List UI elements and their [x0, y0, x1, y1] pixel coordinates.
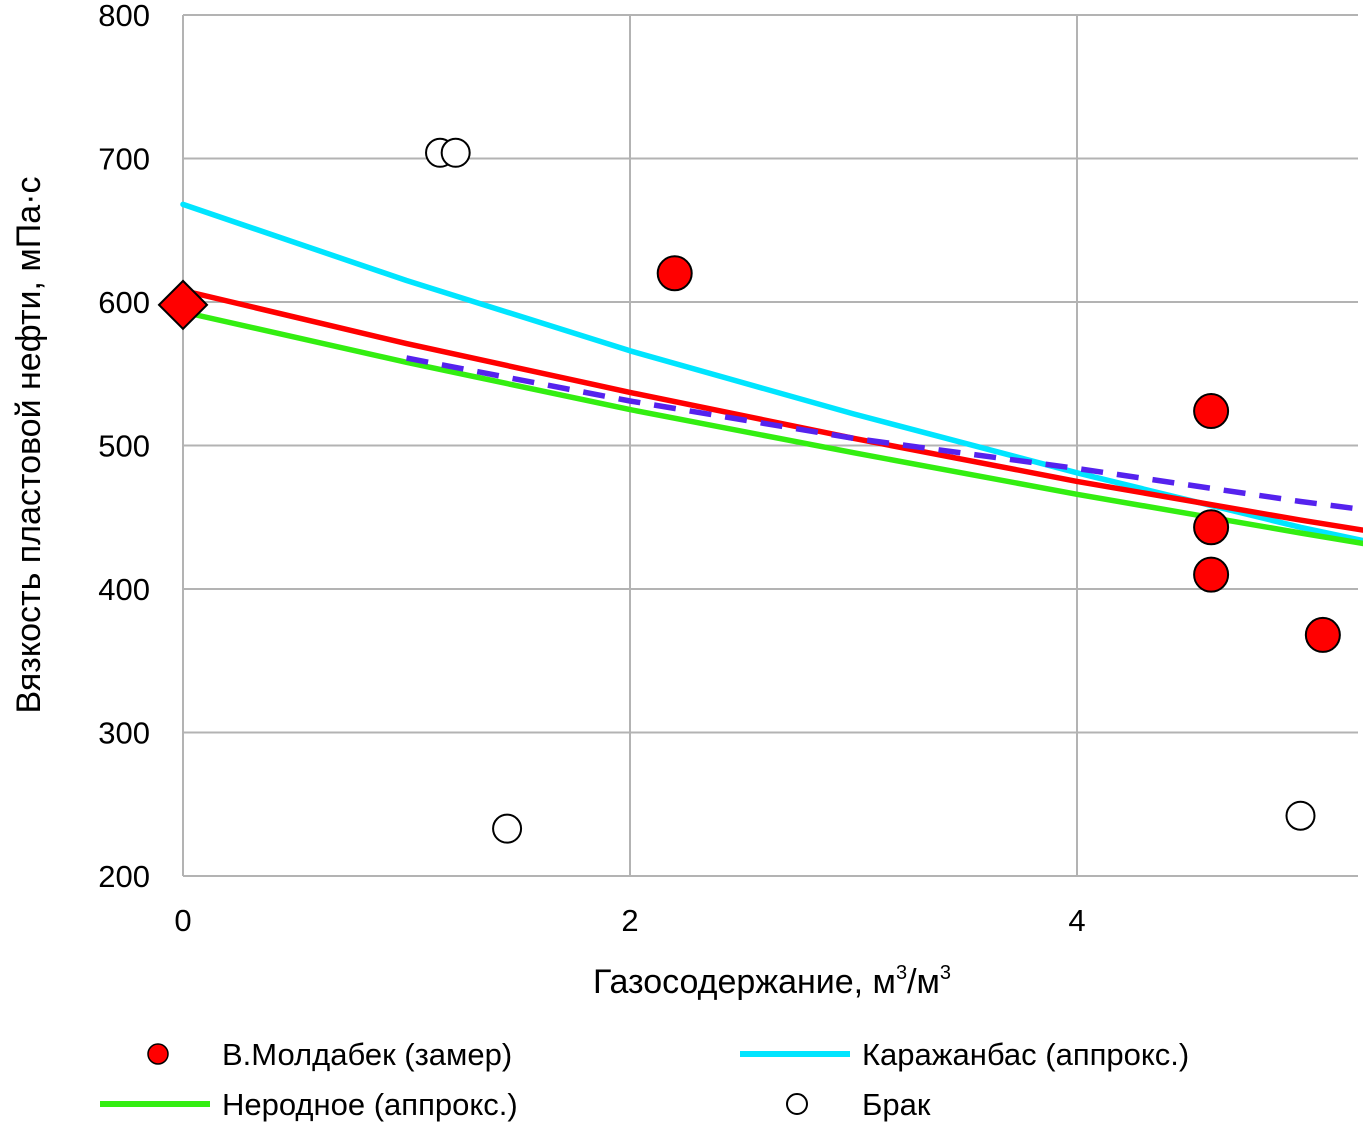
y-axis-title: Вязкость пластовой нефти, мПа·с: [10, 177, 48, 714]
x-tick-label: 4: [1068, 903, 1085, 938]
legend-label-karazhanbas: Каражанбас (аппрокс.): [862, 1037, 1189, 1072]
legend-label-nerodnoe: Неродное (аппрокс.): [222, 1087, 518, 1122]
data-point-reject: [1285, 800, 1316, 831]
grid: [182, 14, 1358, 877]
data-point-measured: [1193, 509, 1230, 546]
x-tick-labels: 0246810: [174, 903, 1085, 938]
x-tick-label: 0: [174, 903, 191, 938]
data-point-reject: [492, 813, 523, 844]
series-line-1: [180, 201, 1363, 544]
legend-marker-reject: [786, 1093, 808, 1115]
legend-label-measured: В.Молдабек (замер): [222, 1037, 512, 1072]
data-point-diamond: [157, 279, 209, 331]
y-tick-label: 600: [98, 285, 150, 320]
y-tick-label: 700: [98, 142, 150, 177]
y-tick-label: 200: [98, 859, 150, 894]
series-line-2: [180, 309, 1363, 547]
x-tick-label: 2: [621, 903, 638, 938]
data-point-measured: [656, 255, 693, 292]
y-tick-label: 800: [98, 0, 150, 33]
y-tick-labels: 200 300 400 500 600 700 800: [98, 0, 150, 894]
x-axis-title: Газосодержание, м3/м3: [593, 962, 951, 1001]
markers: [157, 137, 1341, 844]
y-tick-label: 300: [98, 716, 150, 751]
series-line-4: [180, 287, 1363, 533]
legend-label-reject: Брак: [862, 1087, 931, 1122]
legend: В.Молдабек (замер) Каражанбас (аппрокс.)…: [100, 1037, 1189, 1122]
series-line-5: [405, 355, 1363, 513]
curves: [180, 201, 1363, 547]
data-point-measured: [1304, 616, 1341, 653]
data-point-measured: [1193, 393, 1230, 430]
data-point-reject: [440, 137, 471, 168]
legend-marker-measured: [147, 1043, 169, 1065]
data-point-measured: [1193, 556, 1230, 593]
y-tick-label: 500: [98, 429, 150, 464]
y-tick-label: 400: [98, 572, 150, 607]
